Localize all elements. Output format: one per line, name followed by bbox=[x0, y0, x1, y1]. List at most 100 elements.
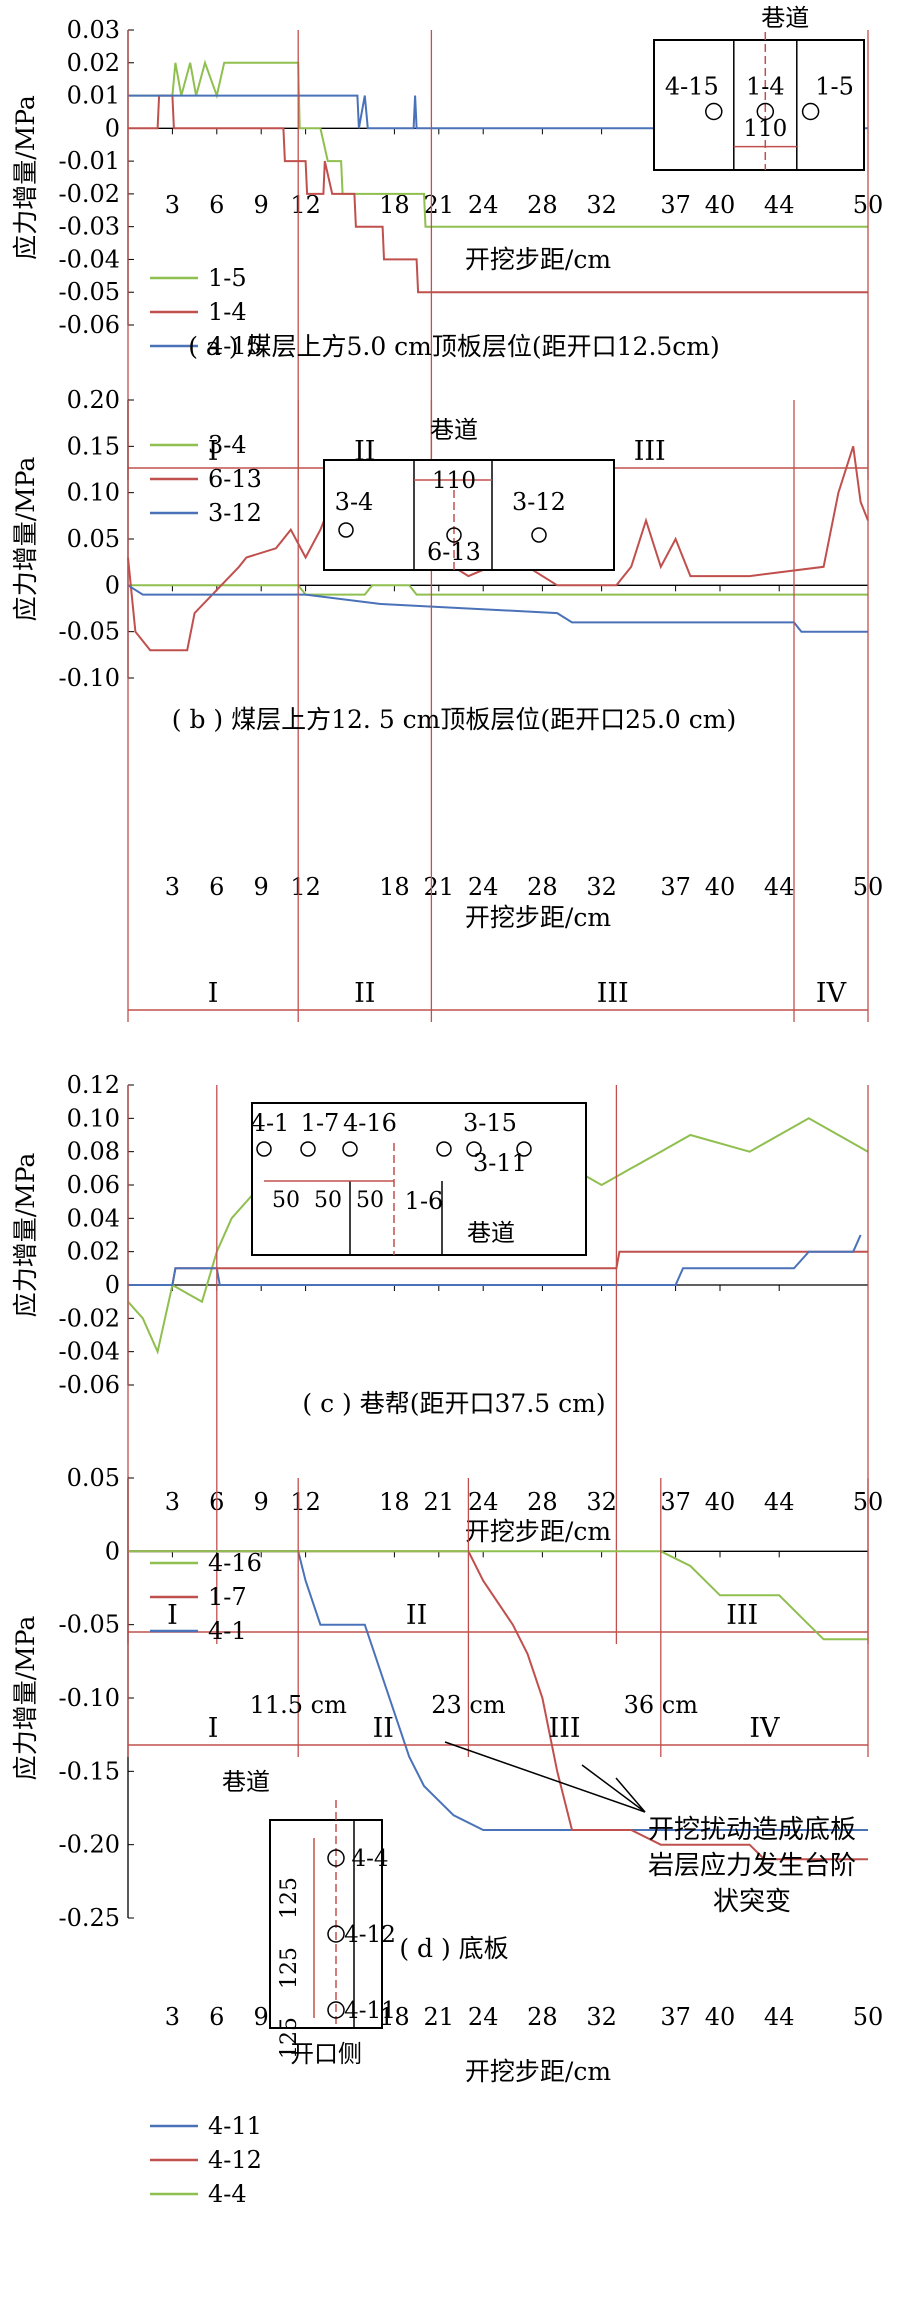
y-tick-label: -0.02 bbox=[58, 180, 120, 208]
y-tick-label: 0.10 bbox=[67, 1104, 120, 1132]
x-tick-label: 37 bbox=[660, 191, 691, 219]
y-tick-label: 0 bbox=[105, 571, 120, 599]
stage-mark: 23 cm bbox=[431, 1691, 506, 1719]
x-axis-label: 开挖步距/cm bbox=[465, 245, 611, 274]
y-tick-label: -0.05 bbox=[58, 278, 120, 306]
y-tick-label: 0.02 bbox=[67, 49, 120, 77]
stage-label: I bbox=[208, 1713, 219, 1744]
inset-gauge bbox=[327, 2001, 345, 2019]
series-4-15-line bbox=[128, 94, 868, 130]
x-tick-label: 28 bbox=[527, 873, 558, 901]
inset-gauge bbox=[756, 102, 775, 121]
panel-caption: ( b ) 煤层上方12. 5 cm顶板层位(距开口25.0 cm) bbox=[172, 705, 736, 734]
stage-label: II bbox=[406, 1600, 427, 1631]
y-tick-label: -0.06 bbox=[58, 1371, 120, 1399]
y-tick-label: -0.04 bbox=[58, 1338, 120, 1366]
panel-d: 0.05 0 -0.05 -0.10 -0.15 -0.20 -0.25 3 6 9 12 18 21 2… bbox=[11, 1464, 883, 2208]
x-tick-label: 32 bbox=[586, 873, 617, 901]
y-tick-label: -0.05 bbox=[58, 618, 120, 646]
inset-gauge bbox=[531, 527, 547, 543]
inset-a: 巷道 4-15 1-4 1-5 110 bbox=[653, 4, 865, 171]
panel-a: 0.03 0.02 0.01 0 -0.01 -0.02 -0.03 -0.04 -0.05 -0… bbox=[11, 16, 883, 480]
x-tick-label: 44 bbox=[764, 1488, 795, 1516]
x-tick-label: 40 bbox=[705, 191, 736, 219]
x-tick-label: 9 bbox=[254, 1488, 269, 1516]
x-tick-label: 18 bbox=[379, 191, 410, 219]
y-tick-label: 0.10 bbox=[67, 479, 120, 507]
series-1-5-line bbox=[128, 59, 868, 228]
inset-frame bbox=[653, 39, 865, 171]
y-tick-label: 0 bbox=[105, 1271, 120, 1299]
y-tick-label: -0.06 bbox=[58, 311, 120, 339]
legend-label: 1-5 bbox=[208, 264, 247, 292]
legend-label: 4-1 bbox=[208, 1617, 247, 1645]
y-tick-label: 0.03 bbox=[67, 16, 120, 44]
inset-gauge bbox=[516, 1141, 532, 1157]
x-tick-label: 28 bbox=[527, 1488, 558, 1516]
legend-label: 6-13 bbox=[208, 465, 262, 493]
inset-gauge bbox=[801, 102, 820, 121]
inset-gauge bbox=[466, 1141, 482, 1157]
series-4-12-line bbox=[128, 1550, 868, 1861]
x-tick-label: 24 bbox=[468, 2003, 499, 2031]
annotation-leader bbox=[581, 1764, 646, 1813]
inset-dimension: 125 bbox=[277, 2017, 302, 2059]
stage-label: IV bbox=[816, 978, 847, 1009]
inset-label: 3-12 bbox=[512, 488, 566, 516]
inset-label: 4-1 bbox=[251, 1109, 290, 1137]
inset-gauge bbox=[300, 1141, 316, 1157]
stage-label: II bbox=[373, 1713, 394, 1744]
x-tick-label: 3 bbox=[165, 873, 180, 901]
annotation-text: 开挖扰动造成底板 bbox=[648, 1815, 856, 1845]
x-tick-label: 44 bbox=[764, 2003, 795, 2031]
y-tick-label: 0.05 bbox=[67, 525, 120, 553]
y-tick-label: 0.08 bbox=[67, 1138, 120, 1166]
inset-frame bbox=[323, 459, 615, 571]
y-tick-label: 0.15 bbox=[67, 432, 120, 460]
inset-title: 巷道 bbox=[761, 4, 809, 32]
x-tick-label: 32 bbox=[586, 191, 617, 219]
y-tick-label: -0.05 bbox=[58, 1611, 120, 1639]
annotation-leader bbox=[615, 1777, 646, 1813]
inset-label: 1-4 bbox=[746, 73, 785, 101]
series-4-11-line bbox=[128, 1550, 868, 1831]
y-tick-label: 0.20 bbox=[67, 386, 120, 414]
y-tick-label: -0.04 bbox=[58, 245, 120, 273]
x-tick-label: 37 bbox=[660, 1488, 691, 1516]
inset-dimension: 50 bbox=[272, 1188, 300, 1213]
inset-gauge bbox=[705, 102, 723, 121]
x-tick-label: 32 bbox=[586, 2003, 617, 2031]
series-4-4-line bbox=[128, 1550, 868, 1641]
x-tick-label: 40 bbox=[705, 1488, 736, 1516]
inset-gauge bbox=[327, 1849, 345, 1867]
y-tick-label: -0.10 bbox=[58, 664, 120, 692]
stage-label: I bbox=[208, 978, 219, 1009]
y-tick-label: 0.12 bbox=[67, 1071, 120, 1099]
stage-label: III bbox=[634, 436, 666, 467]
inset-gauge bbox=[256, 1141, 272, 1157]
x-tick-label: 21 bbox=[424, 873, 455, 901]
x-tick-label: 24 bbox=[468, 191, 499, 219]
x-tick-label: 21 bbox=[424, 1488, 455, 1516]
x-tick-label: 21 bbox=[424, 2003, 455, 2031]
legend-label: 3-12 bbox=[208, 499, 262, 527]
x-tick-label: 28 bbox=[527, 2003, 558, 2031]
inset-frame bbox=[269, 1819, 383, 2029]
panel-caption: ( a ) 煤层上方5.0 cm顶板层位(距开口12.5cm) bbox=[188, 332, 720, 361]
inset-frame bbox=[251, 1102, 587, 1256]
stage-label: III bbox=[549, 1713, 581, 1744]
y-tick-label: -0.02 bbox=[58, 1304, 120, 1332]
legend-label: 3-4 bbox=[208, 431, 247, 459]
x-tick-label: 24 bbox=[468, 873, 499, 901]
stage-label: I bbox=[167, 1600, 178, 1631]
y-tick-label: -0.20 bbox=[58, 1831, 120, 1859]
y-tick-label: 0 bbox=[105, 1537, 120, 1565]
x-axis-label: 开挖步距/cm bbox=[465, 2057, 611, 2086]
y-tick-label: -0.10 bbox=[58, 1684, 120, 1712]
inset-gauge bbox=[436, 1141, 452, 1157]
x-tick-label: 18 bbox=[379, 1488, 410, 1516]
